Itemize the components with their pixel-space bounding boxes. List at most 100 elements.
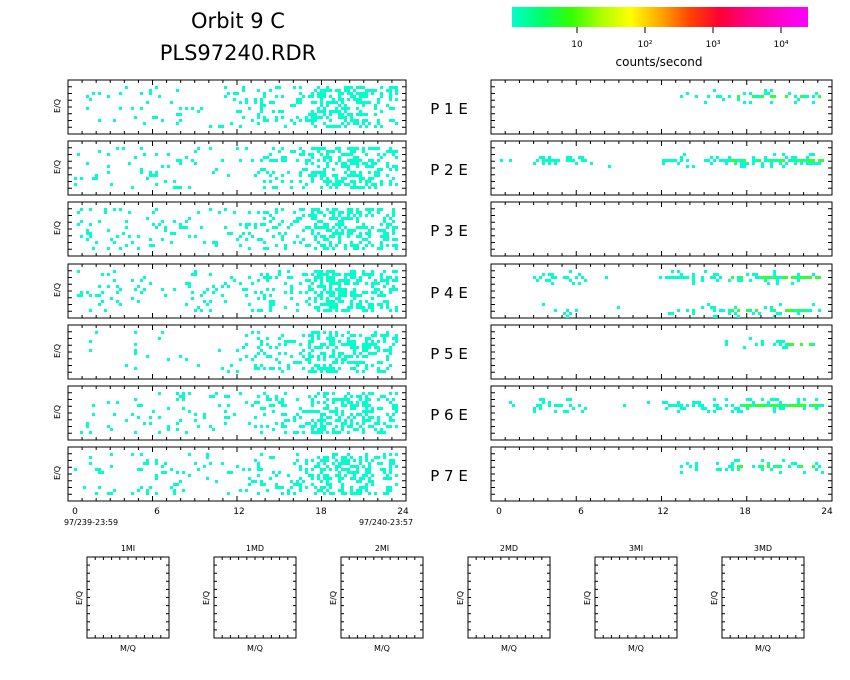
data-cell — [812, 343, 815, 346]
data-cell — [320, 270, 323, 273]
data-cell — [155, 174, 158, 177]
data-cell — [266, 171, 269, 174]
data-cell — [197, 110, 200, 113]
data-cell — [389, 107, 392, 110]
data-cell — [683, 153, 686, 156]
data-cell — [797, 465, 800, 468]
data-cell — [299, 282, 302, 285]
data-cell — [182, 398, 185, 401]
data-cell — [779, 401, 782, 404]
data-cell — [293, 483, 296, 486]
data-cell — [368, 208, 371, 211]
data-cell — [749, 279, 752, 282]
data-cell — [725, 468, 728, 471]
data-cell — [317, 456, 320, 459]
data-cell — [338, 89, 341, 92]
data-cell — [155, 462, 158, 465]
data-cell — [248, 211, 251, 214]
data-cell — [329, 125, 332, 128]
data-cell — [341, 177, 344, 180]
data-cell — [371, 483, 374, 486]
data-cell — [359, 226, 362, 229]
data-cell — [332, 355, 335, 358]
data-cell — [329, 367, 332, 370]
data-cell — [695, 465, 698, 468]
data-cell — [770, 159, 773, 162]
data-cell — [365, 92, 368, 95]
data-cell — [302, 95, 305, 98]
data-cell — [806, 309, 809, 312]
data-cell — [104, 309, 107, 312]
data-cell — [272, 101, 275, 104]
data-cell — [329, 180, 332, 183]
data-cell — [563, 276, 566, 279]
data-cell — [308, 358, 311, 361]
data-cell — [332, 214, 335, 217]
data-cell — [332, 361, 335, 364]
data-cell — [134, 331, 137, 334]
data-cell — [356, 404, 359, 407]
data-cell — [98, 486, 101, 489]
colorbar-tick-label: 10³ — [705, 40, 720, 50]
data-cell — [293, 416, 296, 419]
data-cell — [335, 223, 338, 226]
data-cell — [311, 419, 314, 422]
data-cell — [581, 410, 584, 413]
data-cell — [389, 86, 392, 89]
data-cell — [374, 279, 377, 282]
data-cell — [371, 303, 374, 306]
data-cell — [281, 492, 284, 495]
data-cell — [350, 270, 353, 273]
data-cell — [110, 297, 113, 300]
data-cell — [146, 459, 149, 462]
data-cell — [728, 95, 731, 98]
mass-panel — [721, 556, 805, 639]
data-cell — [236, 238, 239, 241]
data-cell — [338, 480, 341, 483]
data-cell — [314, 125, 317, 128]
data-cell — [179, 119, 182, 122]
data-cell — [347, 343, 350, 346]
data-cell — [332, 282, 335, 285]
data-cell — [761, 95, 764, 98]
data-cell — [350, 116, 353, 119]
data-cell — [377, 419, 380, 422]
data-cell — [323, 407, 326, 410]
data-cell — [395, 122, 398, 125]
data-cell — [377, 171, 380, 174]
data-cell — [89, 431, 92, 434]
mass-panel — [467, 556, 551, 639]
data-cell — [782, 340, 785, 343]
data-cell — [716, 95, 719, 98]
data-cell — [707, 159, 710, 162]
data-cell — [548, 156, 551, 159]
data-cell — [314, 89, 317, 92]
data-cell — [98, 468, 101, 471]
data-cell — [317, 171, 320, 174]
data-cell — [191, 297, 194, 300]
data-cell — [182, 471, 185, 474]
data-cell — [335, 468, 338, 471]
data-cell — [275, 483, 278, 486]
data-cell — [317, 241, 320, 244]
data-cell — [359, 462, 362, 465]
data-cell — [743, 162, 746, 165]
data-cell — [287, 276, 290, 279]
data-cell — [341, 122, 344, 125]
data-cell — [734, 459, 737, 462]
data-cell — [338, 474, 341, 477]
data-cell — [356, 422, 359, 425]
data-cell — [155, 477, 158, 480]
data-cell — [254, 226, 257, 229]
data-cell — [794, 162, 797, 165]
data-cell — [281, 486, 284, 489]
data-cell — [173, 483, 176, 486]
data-cell — [326, 474, 329, 477]
data-cell — [269, 276, 272, 279]
data-cell — [788, 92, 791, 95]
data-cell — [677, 401, 680, 404]
data-cell — [272, 303, 275, 306]
data-cell — [707, 95, 710, 98]
data-cell — [179, 480, 182, 483]
data-cell — [278, 343, 281, 346]
